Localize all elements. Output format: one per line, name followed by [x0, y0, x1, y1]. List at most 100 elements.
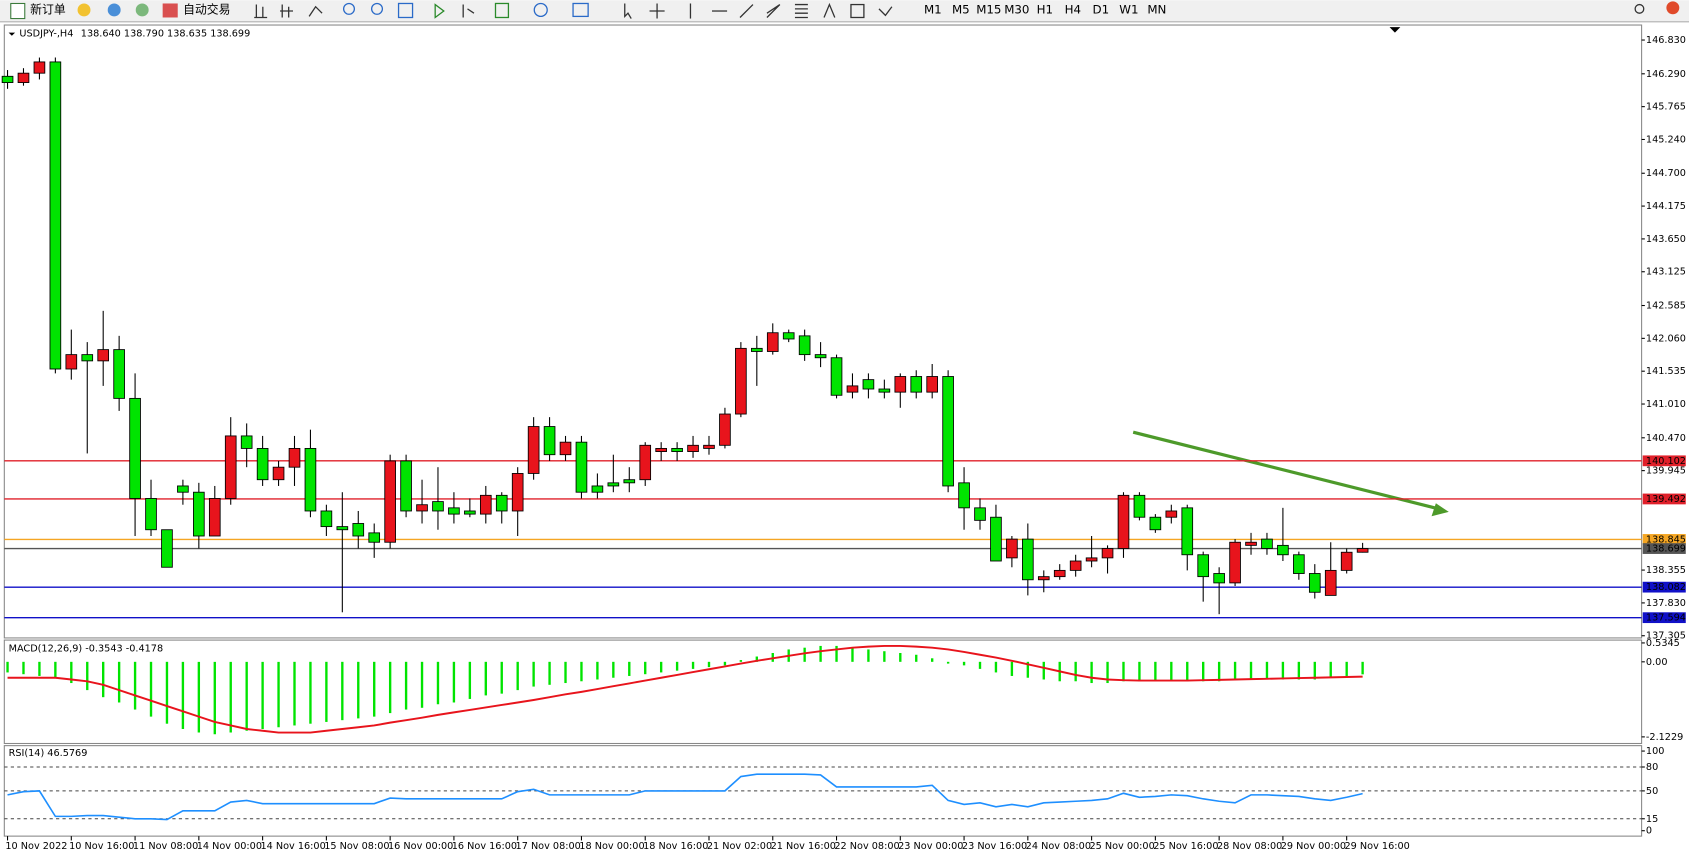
icon[interactable]: [850, 3, 865, 19]
x-tick-label: 10 Nov 16:00: [69, 841, 134, 852]
symbol: USDJPY-,H4: [19, 29, 73, 40]
timeframes: M1 M5 M15 M30 H1 H4 D1 W1 MN: [924, 2, 1166, 16]
icon[interactable]: [162, 3, 178, 18]
icon[interactable]: [649, 3, 665, 19]
candle-body: [224, 435, 237, 499]
icon[interactable]: [135, 3, 149, 17]
timeframe[interactable]: H1: [1037, 2, 1053, 16]
icon[interactable]: [342, 2, 356, 15]
icon[interactable]: [766, 4, 781, 18]
x-tick-label: 28 Nov 08:00: [1217, 841, 1282, 852]
timeframe[interactable]: M1: [924, 2, 942, 16]
timeframe[interactable]: D1: [1093, 2, 1110, 16]
icon[interactable]: [77, 3, 91, 17]
y-tick-label: 137.830: [1646, 598, 1686, 609]
icon[interactable]: [572, 2, 589, 18]
icon[interactable]: [823, 2, 836, 18]
icon[interactable]: [494, 2, 510, 19]
candle-body: [1229, 541, 1241, 584]
y-tick-label: 143.125: [1646, 267, 1686, 278]
y-tick-label: 0.5345: [1646, 638, 1680, 649]
timeframe[interactable]: M15: [976, 2, 1001, 16]
icon[interactable]: [794, 3, 808, 19]
y-tick-label: 144.175: [1646, 201, 1686, 212]
shift-marker: [1389, 27, 1401, 33]
x-tick-label: 25 Nov 00:00: [1089, 841, 1154, 852]
icon[interactable]: [533, 2, 548, 18]
icon[interactable]: [308, 5, 323, 17]
candle-body: [926, 376, 938, 393]
auto-trading[interactable]: 自动交易: [183, 2, 230, 16]
y-tick-label: 146.290: [1646, 69, 1686, 80]
candle-body: [511, 473, 524, 512]
timeframe[interactable]: W1: [1119, 2, 1138, 16]
candle-body: [1293, 554, 1305, 574]
x-tick-label: 16 Nov 00:00: [388, 841, 453, 852]
candle-body: [591, 485, 604, 493]
x-tick-label: 11 Nov 08:00: [133, 841, 198, 852]
y-tick-label: 15: [1646, 814, 1658, 825]
search-icon[interactable]: [1634, 3, 1645, 14]
y-tick-label: 50: [1646, 786, 1658, 797]
candle-body: [846, 385, 859, 393]
candle-body: [974, 507, 986, 521]
candle-body: [416, 504, 428, 512]
y-tick-label: 145.240: [1646, 134, 1686, 145]
y-tick-label: 143.650: [1646, 234, 1686, 245]
icon[interactable]: [434, 3, 445, 19]
timeframe[interactable]: M30: [1004, 2, 1029, 16]
candle-body: [384, 460, 396, 543]
timeframe[interactable]: H4: [1065, 2, 1081, 16]
icon[interactable]: [624, 3, 632, 19]
timeframe[interactable]: MN: [1147, 2, 1166, 16]
y-tick-label: 146.830: [1646, 35, 1686, 46]
level-label-bg: [1642, 455, 1686, 467]
icon[interactable]: [254, 4, 268, 19]
candle-body: [687, 444, 699, 452]
y-tick-label: 144.700: [1646, 168, 1686, 179]
candle-body: [830, 357, 843, 396]
candle-body: [464, 510, 476, 515]
candle-body: [607, 482, 620, 487]
candle-body: [910, 376, 923, 393]
candle-body: [304, 447, 317, 512]
candle-body: [1324, 569, 1337, 596]
new-order[interactable]: 新订单: [30, 2, 66, 16]
icon[interactable]: [739, 4, 754, 18]
candle-body: [161, 529, 173, 568]
x-tick-label: 21 Nov 02:00: [707, 841, 772, 852]
candle-body: [751, 347, 763, 352]
icon[interactable]: [397, 2, 414, 19]
x-tick-label: 18 Nov 00:00: [579, 841, 644, 852]
x-tick-label: 29 Nov 16:00: [1345, 841, 1410, 852]
candle-body: [1085, 557, 1098, 562]
candle-body: [527, 426, 540, 474]
candle-body: [129, 397, 141, 499]
icon[interactable]: [462, 4, 475, 18]
candle-body: [1181, 507, 1194, 556]
icon[interactable]: [280, 4, 293, 18]
trend-arrow: [1132, 430, 1439, 511]
tool-icons[interactable]: [254, 2, 1645, 19]
level-label-bg: [1642, 543, 1686, 554]
icon[interactable]: [10, 2, 26, 20]
candle-body: [1006, 538, 1018, 559]
candle-body: [639, 444, 652, 481]
candle-body: [942, 376, 954, 487]
icon[interactable]: [878, 6, 893, 17]
candle-body: [113, 349, 125, 399]
timeframe[interactable]: M5: [952, 2, 970, 16]
candle-body: [495, 494, 508, 512]
icon[interactable]: [107, 3, 121, 17]
rsi-title: RSI(14) 46.5769: [9, 748, 88, 759]
candle-body: [798, 335, 811, 356]
icon[interactable]: [370, 2, 384, 15]
candle-body: [671, 447, 683, 452]
candle-body: [336, 526, 349, 531]
notification-badge[interactable]: [1666, 1, 1680, 15]
y-tick-label: 100: [1646, 746, 1665, 757]
y-tick-label: 138.355: [1646, 565, 1686, 576]
